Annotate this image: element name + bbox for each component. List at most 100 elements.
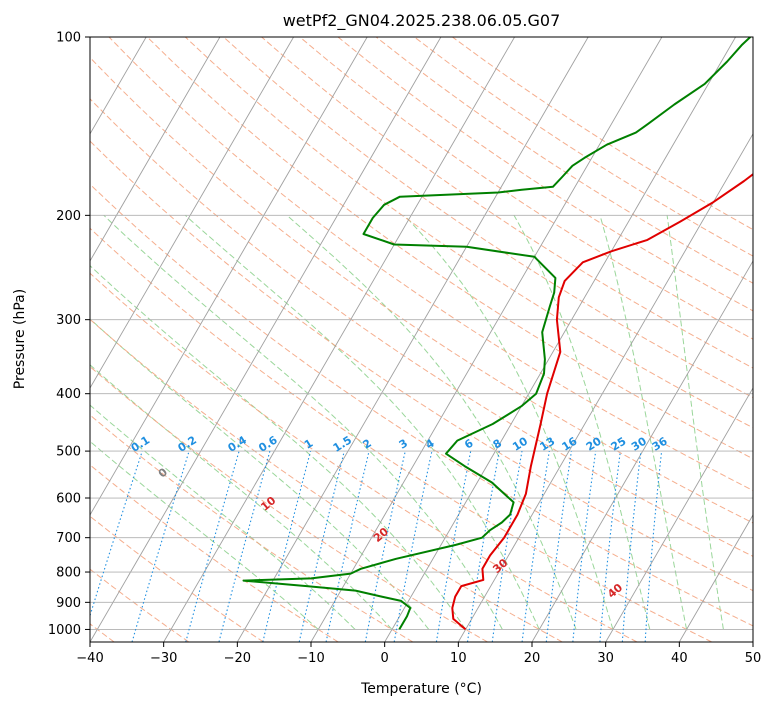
moist-adiabat-line	[666, 215, 724, 630]
y-tick-label: 200	[56, 209, 81, 224]
isotherm-line	[752, 641, 753, 642]
dry-adiabat-line	[90, 272, 638, 642]
sounding-series	[242, 37, 753, 631]
dry-adiabat-label: 0	[156, 465, 170, 480]
chart-title: wetPf2_GN04.2025.238.06.05.G07	[283, 11, 561, 31]
isotherms	[0, 37, 753, 642]
mixing-ratio-label: 1	[302, 437, 315, 452]
mixing-ratio-line	[262, 450, 312, 642]
y-tick-label: 1000	[48, 623, 81, 638]
mixing-ratio-line	[393, 450, 433, 642]
y-tick-label: 100	[56, 31, 81, 46]
moist-adiabat-line	[286, 214, 577, 630]
y-tick-label: 700	[56, 531, 81, 546]
mixing-ratio-label: 0.2	[176, 433, 199, 454]
mixing-ratio-line	[90, 450, 143, 618]
moist-adiabat-line	[103, 214, 503, 630]
mixing-ratio-line	[644, 451, 663, 642]
mixing-ratio-label: 2	[361, 437, 374, 452]
dry-adiabat-line	[184, 37, 753, 429]
mixing-ratio-line	[545, 451, 572, 642]
y-tick-label: 500	[56, 445, 81, 460]
mixing-ratio-line	[325, 450, 370, 642]
x-tick-label: −20	[224, 651, 251, 666]
mixing-ratio-label: 4	[423, 436, 437, 451]
isotherm-line	[90, 37, 368, 516]
dry-adiabat-line	[413, 37, 753, 257]
y-axis-ticks: 100 200 300 400 500 600 700 800 900 1000	[48, 31, 90, 638]
isotherm-line	[605, 387, 753, 642]
dry-adiabat-line	[261, 37, 753, 369]
mixing-ratio-label: 3	[397, 437, 410, 452]
dry-adiabat-line	[90, 56, 753, 524]
isotherm-line	[678, 514, 753, 642]
dry-adiabat-label: 40	[605, 581, 625, 601]
y-tick-label: 900	[56, 596, 81, 611]
dry-adiabat-line	[223, 37, 753, 399]
dry-adiabat-line	[90, 464, 339, 642]
plot-frame	[89, 36, 754, 643]
dry-adiabats	[90, 37, 753, 642]
isotherm-line	[531, 260, 753, 642]
isotherm-line	[163, 37, 515, 642]
isotherm-line	[236, 37, 589, 642]
mixing-ratio-line	[521, 451, 550, 642]
dry-adiabat-line	[90, 227, 712, 642]
dry-adiabat-line	[90, 98, 753, 557]
moist-adiabat-line	[513, 215, 651, 630]
isotherm-line	[384, 37, 736, 642]
mixing-ratio-label: 0.4	[226, 433, 250, 455]
y-tick-label: 300	[56, 313, 81, 328]
isotherm-line	[90, 37, 442, 642]
isotherm-line	[90, 37, 294, 389]
y-tick-label: 400	[56, 387, 81, 402]
x-axis-ticks: −40 −30 −20 −10 0 10 20 30 40 50	[76, 642, 761, 666]
mixing-ratio-label: 0.1	[129, 433, 152, 454]
dry-adiabat-line	[90, 515, 264, 642]
dry-adiabat-label: 30	[490, 556, 510, 576]
y-tick-label: 600	[56, 492, 81, 507]
mixing-ratio-line	[131, 450, 190, 642]
mixing-ratio-label: 1.5	[331, 433, 354, 454]
x-axis-label: Temperature (°C)	[360, 681, 482, 697]
x-tick-label: 40	[671, 651, 688, 666]
x-tick-label: 20	[524, 651, 541, 666]
isotherm-line	[0, 37, 73, 642]
x-tick-label: −30	[150, 651, 177, 666]
x-tick-label: 0	[381, 651, 389, 666]
x-tick-label: 50	[745, 651, 762, 666]
isobars	[90, 37, 753, 630]
sounding-line	[451, 172, 753, 631]
sounding-line	[242, 37, 751, 630]
x-tick-label: −10	[297, 651, 324, 666]
mixing-ratio-line	[218, 450, 271, 642]
dry-adiabat-line	[108, 37, 753, 492]
dry-adiabat-line	[299, 37, 753, 340]
dry-adiabat-line	[452, 37, 753, 231]
moist-adiabat-line	[599, 215, 688, 630]
dry-adiabat-line	[375, 37, 753, 284]
isotherm-line	[90, 37, 221, 262]
mixing-ratio-label: 6	[462, 436, 476, 451]
dry-adiabat-label: 10	[258, 494, 278, 514]
x-tick-label: −40	[76, 651, 103, 666]
dry-adiabat-line	[90, 568, 190, 642]
mixing-ratio-line	[572, 451, 597, 642]
x-tick-label: 10	[450, 651, 467, 666]
y-tick-label: 800	[56, 566, 81, 581]
mixing-ratio-line	[621, 451, 642, 642]
isotherm-line	[457, 132, 753, 642]
y-axis-label: Pressure (hPa)	[12, 289, 28, 389]
plot-area: 0.10.20.40.611.52346810131620253036-100-…	[0, 37, 753, 642]
mixing-ratio-line	[298, 450, 345, 642]
moist-adiabat-line	[90, 264, 467, 630]
mixing-ratio-lines	[90, 450, 663, 642]
dry-adiabat-line	[90, 414, 414, 642]
dry-adiabat-line	[337, 37, 753, 312]
dry-adiabat-line	[90, 365, 488, 642]
dry-adiabat-line	[90, 318, 563, 642]
dry-adiabat-line	[90, 140, 753, 592]
x-tick-label: 30	[597, 651, 614, 666]
mixing-ratio-line	[185, 450, 240, 642]
mixing-ratio-line	[491, 451, 523, 642]
